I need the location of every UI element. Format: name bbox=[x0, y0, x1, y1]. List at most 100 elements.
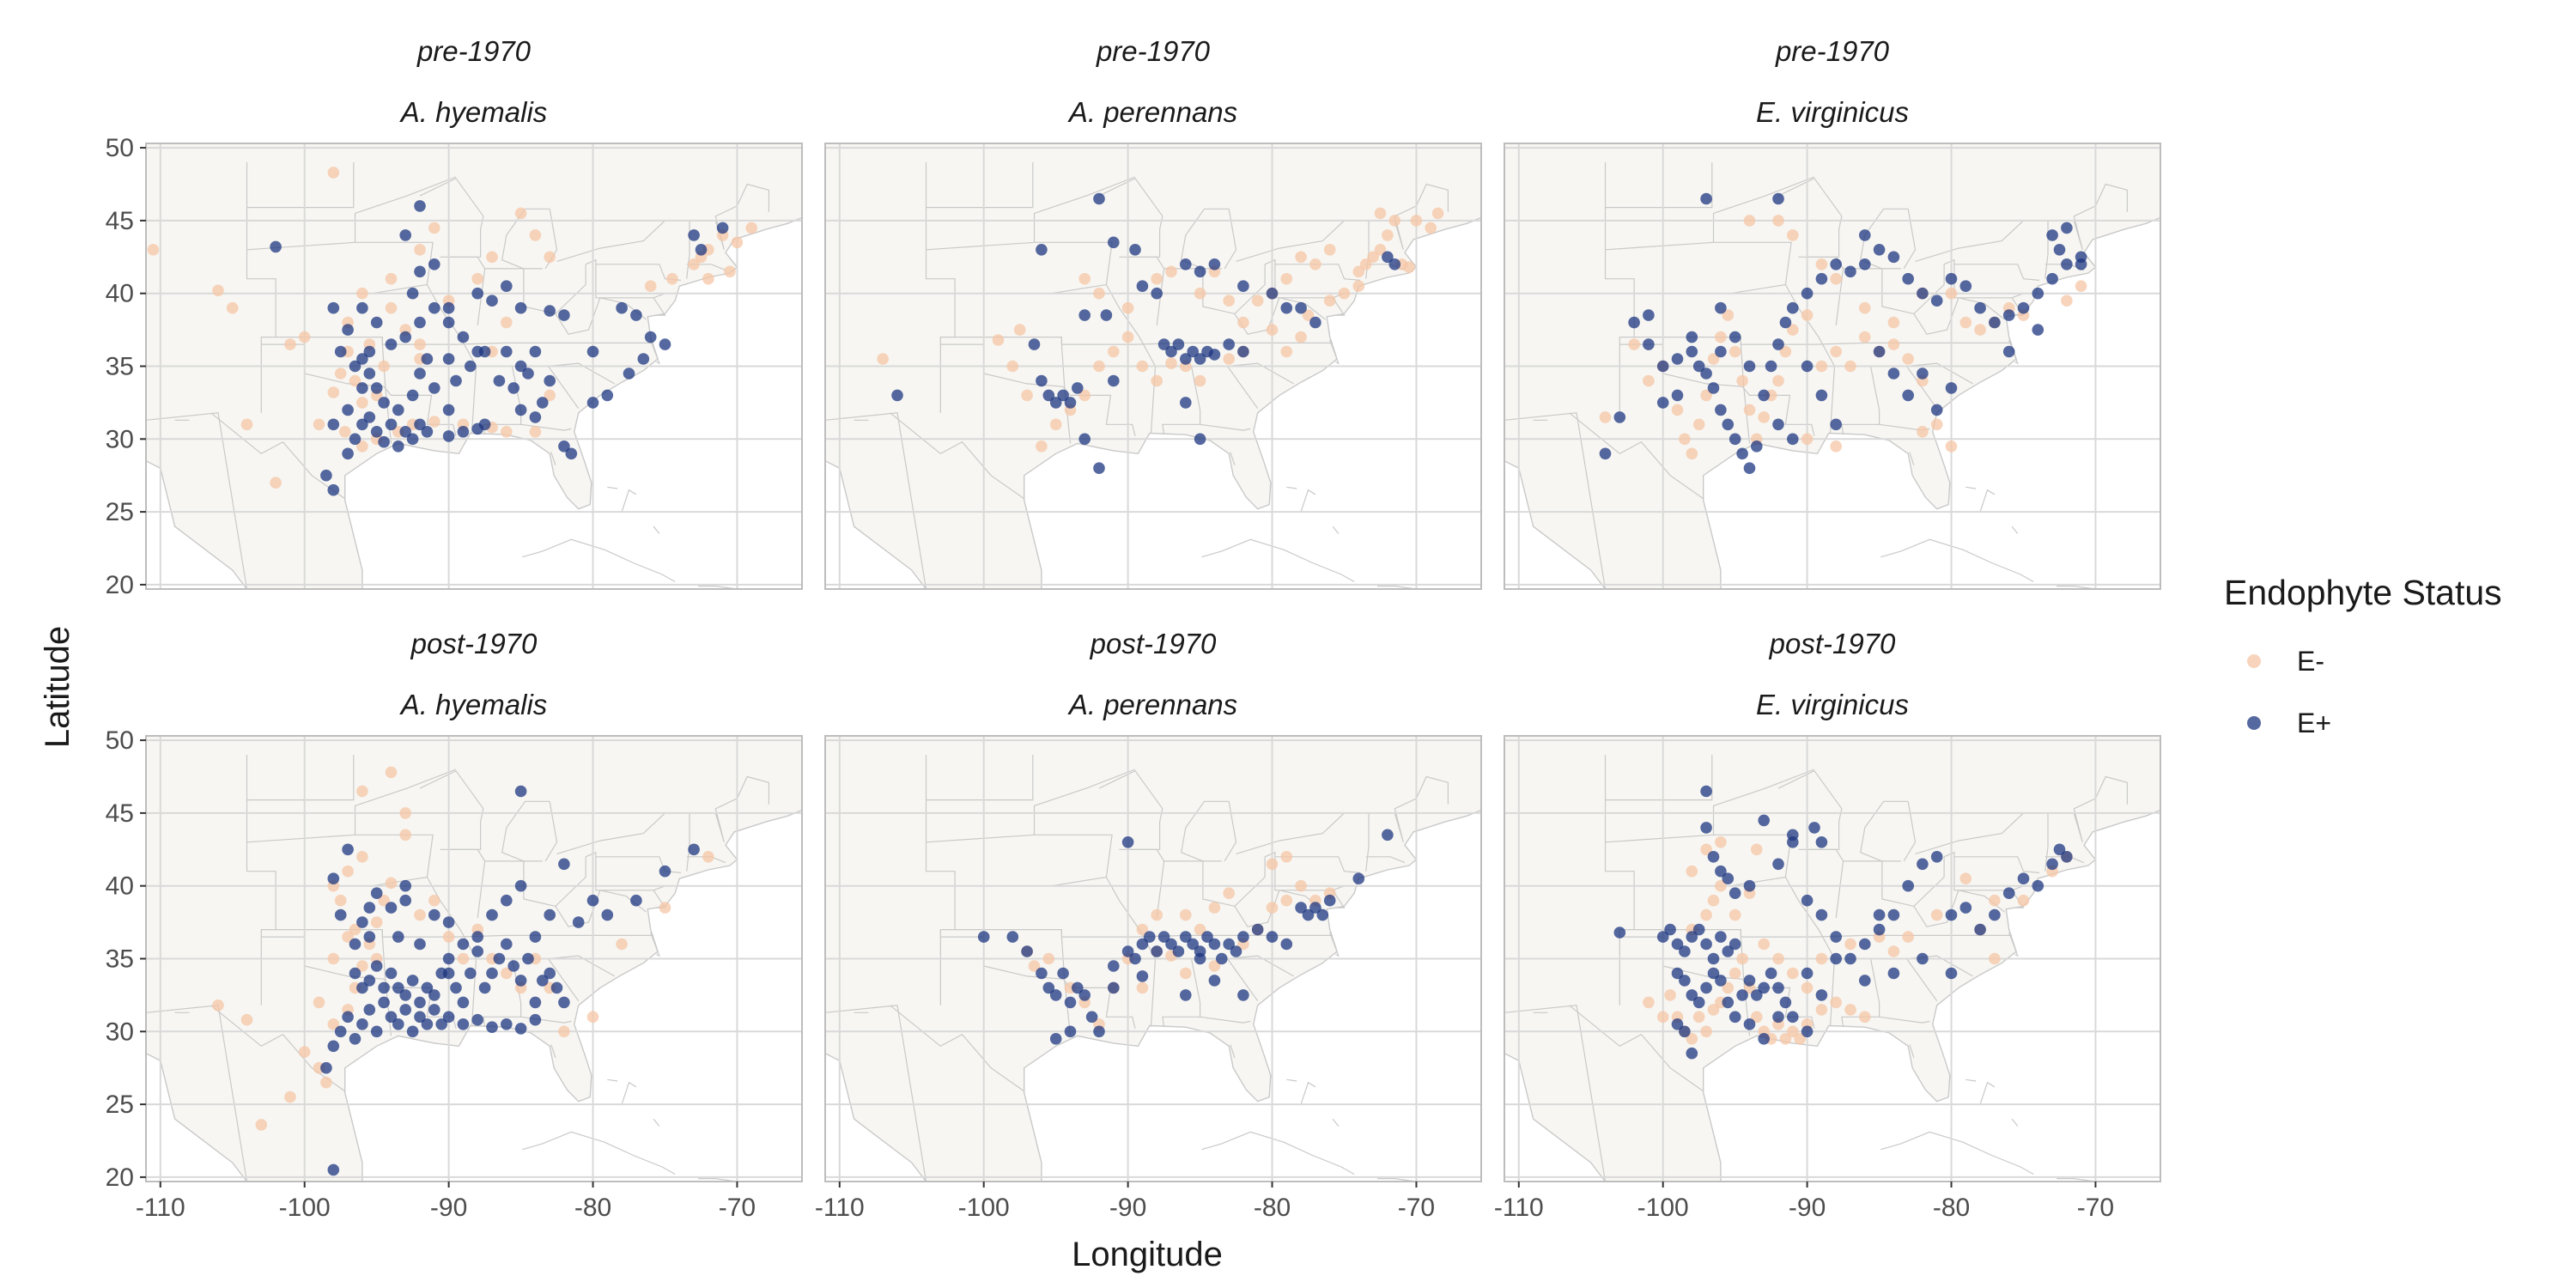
point-e-plus bbox=[1108, 236, 1120, 249]
point-e-plus bbox=[334, 908, 347, 921]
point-e-plus bbox=[1049, 397, 1062, 409]
point-e-minus bbox=[1830, 440, 1842, 453]
point-e-plus bbox=[421, 426, 434, 438]
state-boundary bbox=[1777, 177, 1843, 217]
point-e-plus bbox=[1266, 931, 1279, 943]
point-e-minus bbox=[1830, 272, 1842, 285]
point-e-plus bbox=[1187, 345, 1199, 358]
point-e-plus bbox=[320, 1061, 332, 1074]
point-e-plus bbox=[1006, 931, 1019, 943]
point-e-minus bbox=[1844, 360, 1856, 373]
state-boundary bbox=[1807, 216, 1843, 258]
point-e-plus bbox=[1815, 908, 1828, 921]
point-e-plus bbox=[1057, 967, 1069, 980]
point-e-minus bbox=[1302, 309, 1315, 321]
point-e-plus bbox=[428, 908, 440, 921]
point-e-plus bbox=[1671, 1018, 1684, 1030]
state-boundary bbox=[548, 366, 580, 410]
coastline-island bbox=[653, 526, 660, 534]
point-e-minus bbox=[1266, 324, 1279, 336]
point-e-minus bbox=[724, 265, 736, 278]
coastline-island bbox=[550, 1044, 556, 1058]
point-e-minus bbox=[616, 938, 628, 951]
point-e-plus bbox=[399, 989, 412, 1001]
point-e-plus bbox=[1801, 1025, 1814, 1038]
point-e-plus bbox=[1815, 989, 1828, 1001]
state-boundary bbox=[419, 769, 484, 810]
point-e-minus bbox=[644, 280, 657, 293]
point-e-plus bbox=[1801, 894, 1814, 907]
point-e-minus bbox=[442, 931, 455, 943]
point-e-plus bbox=[1180, 397, 1192, 409]
point-e-plus bbox=[1959, 902, 1972, 914]
point-e-minus bbox=[385, 301, 398, 314]
point-e-minus bbox=[1042, 952, 1055, 965]
legend-key-e-plus bbox=[2247, 716, 2261, 730]
point-e-plus bbox=[1787, 1011, 1799, 1024]
point-e-plus bbox=[1830, 258, 1842, 270]
point-e-plus bbox=[507, 960, 519, 972]
x-tick-label: -70 bbox=[719, 1194, 756, 1222]
point-e-plus bbox=[356, 301, 368, 314]
point-e-plus bbox=[1945, 272, 1958, 285]
point-e-minus bbox=[1223, 353, 1235, 365]
point-e-plus bbox=[399, 1004, 412, 1016]
state-boundary bbox=[1365, 856, 1406, 864]
point-e-plus bbox=[342, 1011, 354, 1024]
point-e-plus bbox=[428, 989, 440, 1001]
point-e-minus bbox=[1830, 345, 1842, 358]
panel-species-label: A. perennans bbox=[1067, 96, 1237, 128]
point-e-plus bbox=[1237, 989, 1249, 1001]
point-e-plus bbox=[1700, 785, 1712, 798]
point-e-plus bbox=[1671, 967, 1684, 980]
point-e-minus bbox=[1707, 1004, 1720, 1016]
point-e-plus bbox=[1722, 945, 1735, 957]
point-e-minus bbox=[1049, 418, 1062, 431]
point-e-plus bbox=[1830, 418, 1842, 431]
coastline-island bbox=[1979, 489, 1996, 513]
point-e-plus bbox=[1751, 440, 1763, 453]
point-e-minus bbox=[1686, 865, 1698, 878]
point-e-plus bbox=[385, 338, 398, 350]
point-e-plus bbox=[471, 345, 483, 358]
point-e-plus bbox=[486, 1021, 498, 1033]
point-e-minus bbox=[1686, 1033, 1698, 1045]
point-e-minus bbox=[1945, 287, 1958, 300]
point-e-plus bbox=[2002, 309, 2015, 321]
point-e-plus bbox=[1830, 931, 1842, 943]
point-e-plus bbox=[1815, 389, 1828, 402]
point-e-plus bbox=[1057, 389, 1069, 402]
point-e-plus bbox=[342, 324, 354, 336]
state-boundary bbox=[1906, 366, 1938, 410]
point-e-plus bbox=[1873, 345, 1886, 358]
point-e-plus bbox=[342, 447, 354, 460]
point-e-minus bbox=[327, 1018, 340, 1030]
point-e-plus bbox=[695, 244, 708, 256]
point-e-plus bbox=[644, 331, 657, 343]
point-e-minus bbox=[414, 338, 426, 350]
point-e-plus bbox=[1323, 894, 1336, 907]
point-e-minus bbox=[1295, 331, 1307, 343]
point-e-plus bbox=[1230, 945, 1242, 957]
point-e-plus bbox=[1859, 229, 1871, 241]
point-e-minus bbox=[1700, 843, 1712, 856]
point-e-minus bbox=[1794, 1033, 1806, 1045]
point-e-plus bbox=[399, 879, 412, 892]
point-e-plus bbox=[1844, 265, 1856, 278]
point-e-minus bbox=[1801, 309, 1814, 321]
state-boundary bbox=[1200, 423, 1251, 431]
state-boundary bbox=[1504, 412, 1607, 589]
y-tick-label: 25 bbox=[106, 498, 134, 526]
point-e-plus bbox=[1743, 879, 1756, 892]
point-e-minus bbox=[1151, 374, 1163, 387]
point-e-minus bbox=[1208, 902, 1221, 914]
panel-species-label: A. perennans bbox=[1067, 689, 1237, 720]
state-boundary bbox=[1227, 958, 1259, 1002]
state-boundary bbox=[555, 297, 647, 335]
point-e-plus bbox=[514, 1023, 527, 1035]
state-boundary bbox=[1227, 366, 1259, 410]
state-boundary bbox=[146, 412, 248, 589]
y-axis-title: Latitude bbox=[39, 626, 76, 748]
point-e-plus bbox=[1692, 923, 1705, 936]
